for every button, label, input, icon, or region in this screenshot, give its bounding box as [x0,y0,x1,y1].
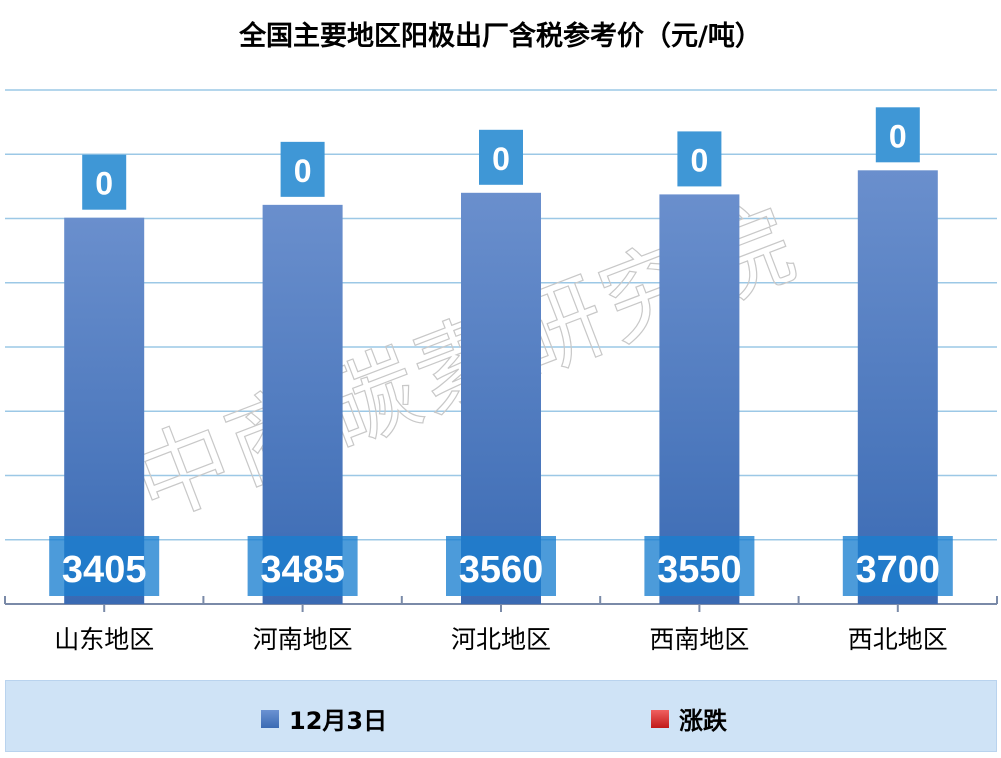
x-tick-label: 河南地区 [253,625,353,654]
value-label-box [247,536,358,596]
bar-chart: 中商碳素研究院34050山东地区34850河南地区35600河北地区35500西… [4,89,998,654]
change-label-box [280,141,325,197]
change-label: 0 [95,166,113,202]
value-label: 3405 [62,549,147,591]
x-tick-label: 西北地区 [848,625,948,654]
bar-西南地区 [659,194,740,604]
change-label: 0 [691,142,709,178]
value-label-box [49,536,160,596]
x-tick-label: 山东地区 [54,625,154,654]
change-label-box [875,107,920,163]
legend-swatch-red [651,709,669,728]
change-label: 0 [492,141,510,177]
change-label-box [82,154,127,210]
x-tick-label: 西南地区 [649,625,749,654]
value-label: 3550 [657,549,742,591]
value-label-box [446,536,556,596]
chart-title: 全国主要地区阳极出厂含税参考价（元/吨） [239,21,762,52]
x-tick-label: 河北地区 [451,625,551,654]
value-label: 3485 [260,549,345,591]
bar-西北地区 [857,170,938,604]
legend-item-series-2: 涨跌 [651,701,727,736]
value-label: 3560 [459,549,544,591]
value-label: 3700 [856,549,941,591]
legend-label: 12月3日 [289,707,388,735]
value-label-box [644,536,755,596]
change-label: 0 [294,153,312,189]
bar-河北地区 [461,192,541,605]
change-label-box [677,131,722,187]
legend-swatch-blue [261,709,279,728]
value-label-box [842,536,953,596]
legend: 12月3日 涨跌 [5,680,997,752]
legend-item-series-1: 12月3日 [261,701,387,736]
change-label-box [479,129,523,185]
change-label: 0 [889,118,907,154]
legend-label: 涨跌 [679,707,727,735]
